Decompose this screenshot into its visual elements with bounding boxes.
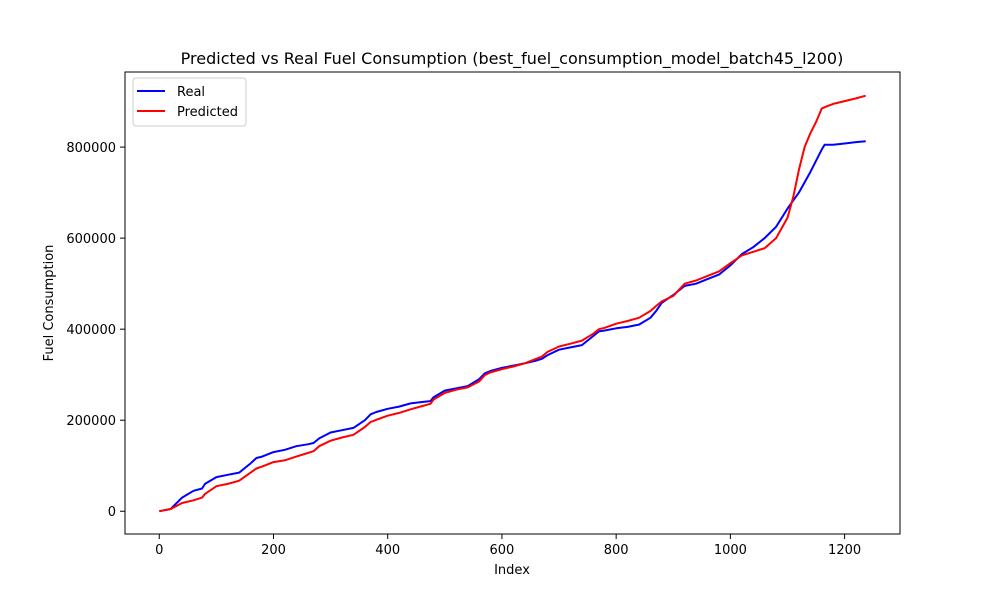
y-axis: 0 200000 400000 600000 800000 — [66, 141, 125, 520]
plot-area — [159, 94, 866, 513]
y-tick-label: 0 — [108, 505, 116, 520]
y-tick-label: 400000 — [66, 323, 116, 338]
x-tick-label: 600 — [490, 543, 515, 558]
axes-frame — [124, 71, 901, 535]
legend: Real Predicted — [132, 77, 247, 127]
series-line-predicted — [159, 94, 866, 513]
x-axis-label: Index — [494, 563, 530, 578]
y-tick-label: 800000 — [66, 141, 116, 156]
y-tick-label: 200000 — [66, 414, 116, 429]
x-tick-label: 1200 — [828, 543, 861, 558]
legend-label-predicted: Predicted — [177, 105, 238, 120]
legend-label-real: Real — [177, 85, 205, 100]
x-axis: 0 200 400 600 800 1000 1200 — [155, 534, 861, 558]
y-axis-label: Fuel Consumption — [42, 245, 57, 362]
y-tick-label: 600000 — [66, 232, 116, 247]
x-tick-label: 1000 — [714, 543, 747, 558]
x-tick-label: 0 — [155, 543, 163, 558]
x-tick-label: 400 — [375, 543, 400, 558]
x-tick-label: 800 — [604, 543, 629, 558]
series-line-real — [159, 140, 866, 513]
x-tick-label: 200 — [261, 543, 286, 558]
chart-title: Predicted vs Real Fuel Consumption (best… — [181, 49, 844, 69]
